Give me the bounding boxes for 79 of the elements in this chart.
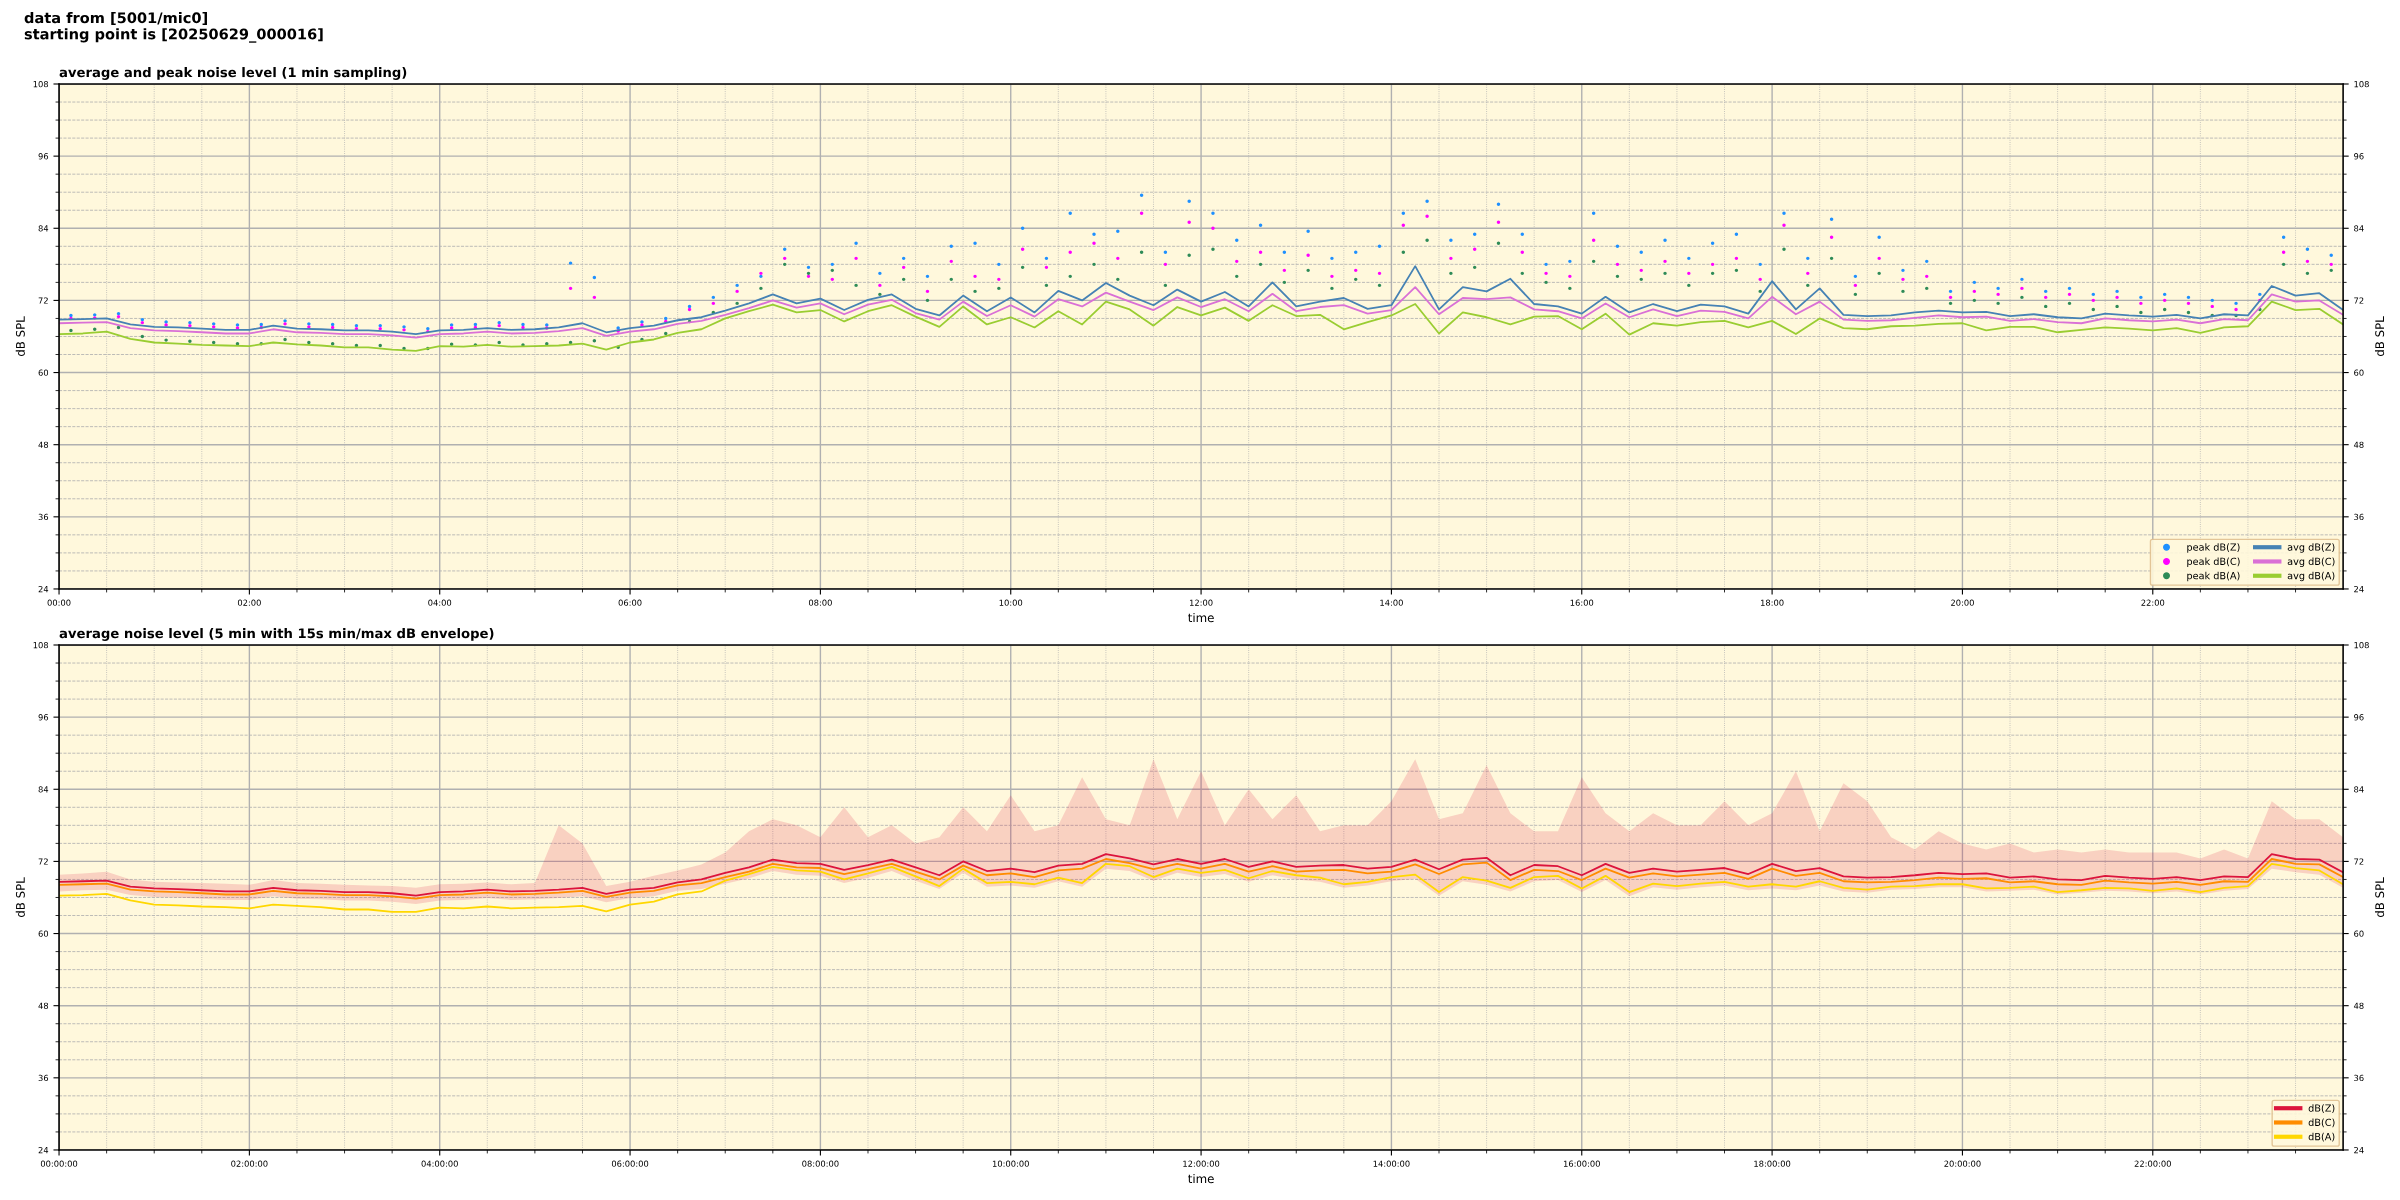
y-tick-label: 108	[33, 641, 49, 649]
y-tick-label: 96	[38, 153, 49, 160]
y2-tick-label: 48	[2353, 441, 2364, 448]
y2-axis-title: dB SPL	[2375, 877, 2385, 918]
y-tick-label: 96	[38, 714, 49, 721]
y2-tick-label: 24	[2354, 585, 2364, 593]
x-tick-label: 04:00	[428, 599, 452, 606]
x-tick-label: 08:00	[808, 599, 832, 606]
x-tick-label: 16:00	[1570, 599, 1594, 606]
y-tick-label: 48	[38, 441, 49, 448]
x-axis-title: time	[1188, 613, 1214, 623]
y2-tick-label: 84	[2354, 225, 2364, 232]
legend-label: peak dB(A)	[2187, 571, 2240, 582]
y2-tick-label: 72	[2354, 858, 2364, 865]
x-tick-label: 00:00:00	[40, 1160, 78, 1167]
x-tick-label: 20:00:00	[1944, 1160, 1981, 1167]
y2-tick-label: 108	[2354, 641, 2369, 649]
text: starting point is [20250629_000016]	[24, 28, 323, 43]
legend-label: avg dB(Z)	[2287, 543, 2335, 553]
x-tick-label: 22:00:00	[2134, 1160, 2171, 1167]
x-tick-label: 12:00:00	[1183, 1160, 1220, 1167]
x-tick-label: 20:00	[1951, 599, 1974, 606]
y2-tick-label: 72	[2354, 297, 2364, 304]
y2-tick-label: 60	[2354, 930, 2364, 937]
x-tick-label: 18:00:00	[1754, 1160, 1791, 1167]
x-tick-label: 06:00:00	[611, 1160, 649, 1167]
y2-tick-label: 36	[2354, 1074, 2364, 1082]
legend-label: avg dB(A)	[2287, 571, 2335, 582]
y-axis-title: dB SPL	[15, 877, 25, 918]
x-tick-label: 08:00:00	[802, 1160, 839, 1167]
legend-label: dB(Z)	[2308, 1104, 2335, 1113]
x-tick-label: 10:00	[999, 599, 1023, 606]
y-tick-label: 36	[38, 1074, 49, 1082]
x-tick-label: 14:00:00	[1373, 1160, 1410, 1167]
x-tick-label: 22:00	[2141, 599, 2165, 606]
x-tick-label: 06:00	[618, 599, 642, 606]
y-tick-label: 48	[38, 1002, 49, 1009]
y2-tick-label: 108	[2354, 80, 2369, 88]
y-tick-label: 84	[38, 225, 49, 232]
y2-tick-label: 24	[2354, 1146, 2364, 1154]
x-tick-label: 12:00	[1189, 599, 1213, 606]
y2-tick-label: 96	[2354, 153, 2364, 160]
y-tick-label: 24	[38, 585, 49, 593]
x-tick-label: 14:00	[1380, 599, 1403, 606]
y-tick-label: 24	[38, 1146, 49, 1154]
y-tick-label: 36	[38, 513, 49, 521]
y2-tick-label: 84	[2354, 786, 2364, 793]
y-tick-label: 60	[38, 369, 49, 376]
legend-label: avg dB(C)	[2287, 557, 2335, 567]
y2-tick-label: 60	[2354, 369, 2364, 376]
y2-tick-label: 96	[2354, 714, 2364, 721]
x-tick-label: 04:00:00	[421, 1160, 458, 1167]
x-axis-title: time	[1188, 1174, 1214, 1184]
x-tick-label: 02:00:00	[231, 1160, 268, 1167]
y-tick-label: 72	[38, 297, 48, 304]
legend-label: dB(A)	[2308, 1132, 2335, 1142]
line-series	[59, 265, 2344, 335]
y-tick-label: 60	[38, 930, 49, 937]
chart-title: average and peak noise level (1 min sampling)	[59, 67, 407, 80]
y-tick-label: 108	[33, 80, 49, 88]
y-tick-label: 72	[38, 858, 48, 865]
y2-axis-title: dB SPL	[2375, 316, 2385, 357]
x-tick-label: 00:00	[47, 599, 71, 606]
x-tick-label: 10:00:00	[992, 1160, 1029, 1167]
x-tick-label: 18:00	[1761, 599, 1784, 606]
legend-label: peak dB(C)	[2187, 557, 2240, 567]
legend-label: peak dB(Z)	[2187, 543, 2240, 553]
y2-tick-label: 48	[2353, 1002, 2364, 1009]
legend-label: dB(C)	[2308, 1118, 2335, 1128]
line-series	[59, 286, 2344, 339]
x-tick-label: 16:00:00	[1563, 1160, 1600, 1167]
y-axis-title: dB SPL	[15, 316, 25, 357]
line-series	[59, 862, 2344, 913]
chart-title: average noise level (5 min with 15s min/max dB envelope)	[59, 628, 494, 641]
y2-tick-label: 36	[2354, 513, 2364, 521]
line-series	[59, 300, 2344, 352]
x-tick-label: 02:00	[237, 599, 261, 606]
text: data from [5001/mic0]	[24, 12, 207, 25]
y-tick-label: 84	[38, 786, 49, 793]
